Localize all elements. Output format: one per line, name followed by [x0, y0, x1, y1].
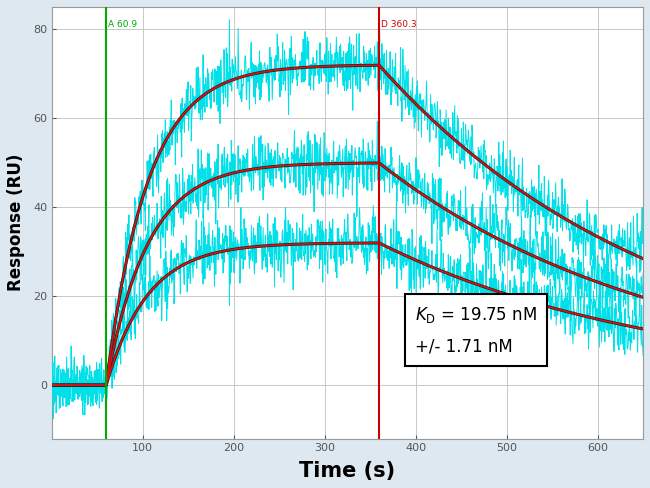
- Text: D 360.3: D 360.3: [381, 20, 417, 29]
- Text: $\mathit{K}_\mathrm{D}$ = 19.75 nM
+/- 1.71 nM: $\mathit{K}_\mathrm{D}$ = 19.75 nM +/- 1…: [415, 305, 537, 356]
- X-axis label: Time (s): Time (s): [299, 461, 395, 481]
- Y-axis label: Response (RU): Response (RU): [7, 154, 25, 291]
- Text: A 60.9: A 60.9: [108, 20, 137, 29]
